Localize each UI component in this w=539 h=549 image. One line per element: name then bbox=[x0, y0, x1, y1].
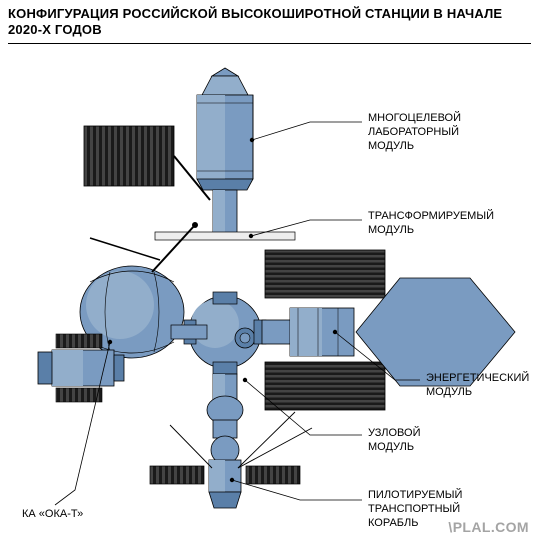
diagram-title: КОНФИГУРАЦИЯ РОССИЙСКОЙ ВЫСОКОШИРОТНОЙ С… bbox=[8, 6, 531, 39]
shaft-lower-icon bbox=[207, 374, 243, 438]
top-module-icon bbox=[202, 68, 248, 95]
title-rule bbox=[8, 43, 531, 44]
label-transform-module: ТРАНСФОРМИРУЕМЫЙ МОДУЛЬ bbox=[368, 210, 494, 238]
label-lab-module: МНОГОЦЕЛЕВОЙ ЛАБОРАТОРНЫЙ МОДУЛЬ bbox=[368, 112, 461, 153]
label-energy-module: ЭНЕРГЕТИЧЕСКИЙ МОДУЛЬ bbox=[426, 372, 529, 400]
watermark: \PLAL.COM bbox=[448, 519, 529, 535]
lab-module-icon bbox=[197, 95, 253, 190]
solar-panel-top-left-icon bbox=[84, 126, 210, 200]
truss-icon bbox=[155, 232, 295, 240]
label-nodal-module: УЗЛОВОЙ МОДУЛЬ bbox=[368, 427, 420, 455]
label-oka-t: КА «ОКА-Т» bbox=[22, 508, 83, 522]
diagram-title-block: КОНФИГУРАЦИЯ РОССИЙСКОЙ ВЫСОКОШИРОТНОЙ С… bbox=[8, 6, 531, 44]
